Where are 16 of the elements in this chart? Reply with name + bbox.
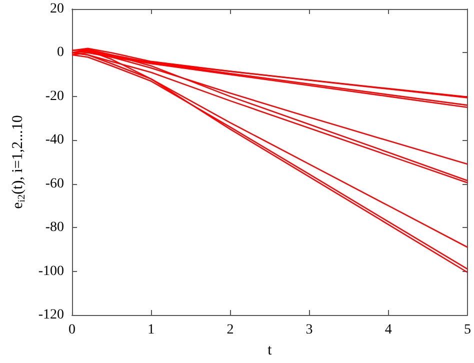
y-tick-label: 20 xyxy=(50,2,64,16)
y-tick-label: -60 xyxy=(45,176,64,192)
y-tick-label: -20 xyxy=(45,88,64,104)
x-tick-label: 1 xyxy=(148,322,155,338)
x-tick-label: 3 xyxy=(306,322,313,338)
y-tick-label: -40 xyxy=(45,132,64,148)
x-tick-label: 4 xyxy=(384,322,392,338)
x-tick-label: 5 xyxy=(464,322,471,338)
x-tick-label: 2 xyxy=(226,322,234,338)
y-tick-label: -100 xyxy=(38,264,64,279)
y-tick-label: -80 xyxy=(45,220,64,236)
x-axis-title: t xyxy=(268,342,273,358)
x-tick-label: 0 xyxy=(68,322,76,338)
y-axis-title: ei2(t), i=1,2...10 xyxy=(10,115,28,209)
y-tick-label: 0 xyxy=(57,45,64,60)
y-tick-label: -120 xyxy=(38,308,64,322)
